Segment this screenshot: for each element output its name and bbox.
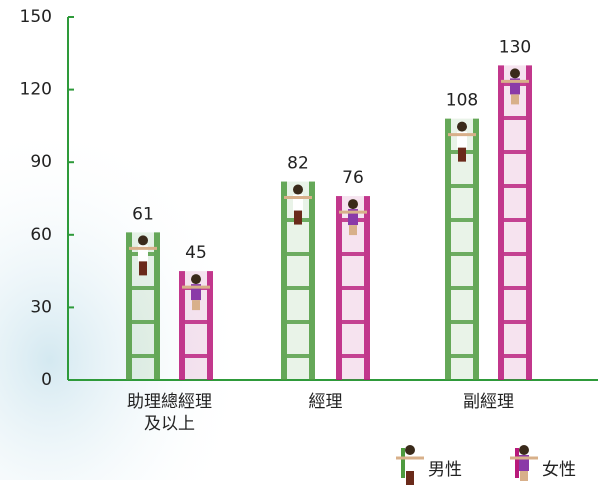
ladder-rung — [504, 150, 526, 154]
figure-legs — [520, 471, 528, 481]
figure-legs — [406, 471, 414, 485]
ladder-rung — [451, 354, 473, 358]
figure-head — [191, 274, 201, 285]
legend-icon — [396, 445, 424, 485]
y-tick-label: 60 — [30, 225, 52, 245]
ladder-rail — [309, 181, 315, 380]
figure-legs — [192, 300, 200, 311]
ladder-rung — [342, 252, 364, 256]
ladder-rail — [281, 181, 287, 380]
ladder-rung — [132, 320, 154, 324]
value-label: 76 — [342, 168, 364, 188]
value-label: 130 — [499, 37, 531, 57]
figure-head — [519, 445, 529, 455]
ladder — [445, 118, 479, 380]
value-label: 82 — [287, 154, 309, 174]
y-tick-label: 30 — [30, 297, 52, 317]
value-label: 61 — [132, 204, 154, 224]
ladder-rung — [287, 252, 309, 256]
ladder-rung — [504, 184, 526, 188]
ladder-rung — [504, 320, 526, 324]
ladder — [336, 196, 370, 380]
ladder-rung — [451, 252, 473, 256]
x-tick-label: 經理 — [308, 392, 343, 412]
ladder — [126, 232, 160, 380]
ladder-rung — [504, 116, 526, 120]
x-tick-label: 助理總經理 及以上 — [127, 392, 212, 434]
figure-head — [510, 68, 520, 79]
figure-legs — [511, 94, 519, 105]
figure-body — [405, 455, 415, 471]
y-tick-label: 120 — [20, 80, 52, 100]
legend-label: 女性 — [542, 460, 576, 480]
ladder — [281, 181, 315, 380]
figure-legs — [139, 261, 147, 276]
figure-head — [405, 445, 415, 455]
legend-label: 男性 — [428, 460, 462, 480]
y-tick-label: 150 — [20, 7, 52, 27]
ladder-rung — [504, 218, 526, 222]
value-label: 108 — [446, 91, 478, 111]
ladder-rail — [336, 196, 342, 380]
figure-head — [138, 235, 148, 246]
figure-body — [293, 194, 303, 211]
ladder-rung — [451, 286, 473, 290]
ladder-rail — [445, 118, 451, 380]
ladder-rail — [473, 118, 479, 380]
ladder-rung — [342, 286, 364, 290]
figure-body — [457, 131, 467, 148]
ladder-rung — [132, 286, 154, 290]
figure-body — [348, 209, 358, 226]
figure-legs — [458, 147, 466, 162]
ladder-rail — [526, 65, 532, 381]
ladder-rail — [179, 271, 185, 380]
legend-icon — [510, 445, 538, 481]
ladder-rung — [504, 252, 526, 256]
figure-body — [138, 245, 148, 262]
ladder-rung — [451, 184, 473, 188]
ladder-rung — [287, 354, 309, 358]
background-wash — [0, 80, 330, 480]
ladder-rail — [126, 232, 132, 380]
x-tick-label: 副經理 — [463, 392, 514, 412]
ladder-rail — [154, 232, 160, 380]
y-tick-label: 0 — [41, 370, 52, 390]
ladder-rung — [185, 320, 207, 324]
figure-legs — [294, 210, 302, 225]
ladder-rung — [132, 354, 154, 358]
value-label: 45 — [185, 243, 207, 263]
ladder-rung — [504, 354, 526, 358]
ladder-rung — [451, 320, 473, 324]
ladder-rail — [498, 65, 504, 381]
y-tick-label: 90 — [30, 152, 52, 172]
ladder-rung — [342, 354, 364, 358]
ladder-rail — [364, 196, 370, 380]
ladder-rail — [207, 271, 213, 380]
figure-head — [293, 184, 303, 195]
ladder-rung — [287, 320, 309, 324]
ladder-rung — [185, 354, 207, 358]
figure-body — [519, 455, 529, 471]
ladder-rung — [342, 320, 364, 324]
ladder — [179, 271, 213, 380]
figure-body — [191, 284, 201, 301]
ladder-rung — [451, 218, 473, 222]
ladder-rung — [287, 286, 309, 290]
legend-ladder — [401, 448, 405, 478]
ladder — [498, 65, 532, 381]
figure-head — [348, 199, 358, 210]
figure-body — [510, 78, 520, 95]
figure-legs — [349, 225, 357, 236]
figure-head — [457, 121, 467, 132]
legend-ladder — [515, 448, 519, 478]
ladder-rung — [504, 286, 526, 290]
